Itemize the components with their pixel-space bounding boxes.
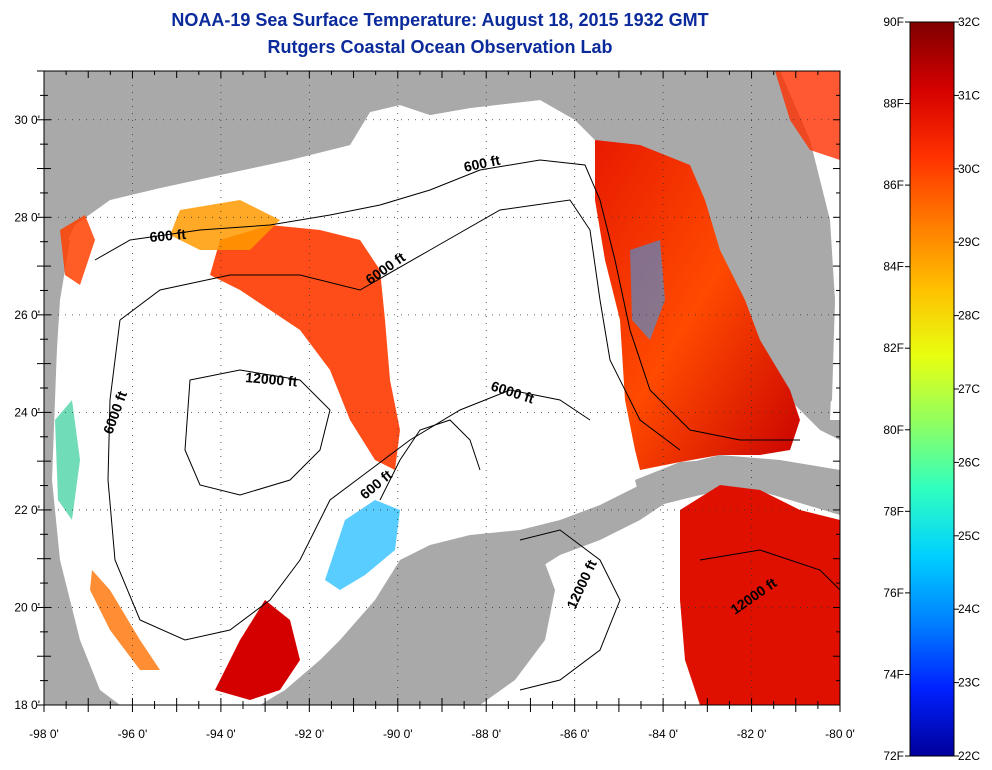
yucatan-peninsula (320, 535, 555, 705)
colorbar (909, 21, 955, 757)
sst-eastern-gulf-warm (595, 140, 800, 470)
colorbar-label-f: 80F (883, 423, 904, 437)
x-tick-label: -82 0' (737, 727, 767, 741)
sst-atlantic-edge (775, 71, 840, 160)
colorbar-label-c: 23C (958, 676, 980, 690)
chart-subtitle: Rutgers Coastal Ocean Observation Lab (267, 37, 613, 57)
sst-west-coast-cool (55, 400, 80, 520)
contour-12000ft-south (519, 529, 621, 691)
y-tick-label: 26 0' (14, 308, 40, 322)
contour-label-12000ft-central: 12000 ft (245, 369, 299, 390)
colorbar-label-f: 72F (883, 749, 904, 763)
sst-central-gulf-warm (210, 225, 400, 470)
contour-600ft (94, 159, 800, 441)
colorbar-label-f: 88F (883, 97, 904, 111)
colorbar-label-c: 28C (958, 309, 980, 323)
y-tick-label: 28 0' (14, 210, 40, 224)
contour-6000ft (119, 199, 681, 451)
sst-southwest-coast-mixed (90, 570, 160, 670)
x-tick-label: -86 0' (560, 727, 590, 741)
colorbar-label-f: 74F (883, 667, 904, 681)
colorbar-label-c: 25C (958, 529, 980, 543)
x-tick-label: -98 0' (29, 727, 59, 741)
colorbar-ticks (905, 21, 959, 757)
y-tick-label: 18 0' (14, 698, 40, 712)
x-tick-label: -96 0' (118, 727, 148, 741)
colorbar-label-c: 29C (958, 235, 980, 249)
colorbar-label-c: 27C (958, 382, 980, 396)
colorbar-label-f: 78F (883, 504, 904, 518)
bathymetry-contours (94, 159, 840, 691)
colorbar-fahrenheit-labels: 90F 88F 86F 84F 82F 80F 78F 76F 74F 72F (883, 15, 904, 763)
colorbar-label-f: 76F (883, 586, 904, 600)
contour-12000ft-caribbean (699, 549, 840, 591)
x-tick-label: -88 0' (471, 727, 501, 741)
us-gulf-coast (44, 71, 600, 250)
sst-bay-campeche-warm (215, 600, 300, 700)
x-axis-labels: -98 0' -96 0' -94 0' -92 0' -90 0' -88 0' -86 … (29, 727, 855, 741)
colorbar-celsius-labels: 32C 31C 30C 29C 28C 27C 26C 25C 24C 23C 22C (958, 15, 980, 763)
x-tick-label: -84 0' (648, 727, 678, 741)
colorbar-label-c: 24C (958, 602, 980, 616)
sst-northwest-orange (170, 200, 280, 250)
contour-6000ft-inner (107, 319, 591, 641)
graticule (44, 71, 840, 705)
x-tick-label: -94 0' (206, 727, 236, 741)
mexico-west-coast (44, 71, 80, 705)
contour-label-600ft-north: 600 ft (462, 152, 501, 175)
y-tick-label: 22 0' (14, 503, 40, 517)
colorbar-label-f: 82F (883, 341, 904, 355)
colorbar-label-f: 86F (883, 178, 904, 192)
contour-label-600ft-west: 600 ft (149, 226, 187, 245)
colorbar-label-c: 32C (958, 15, 980, 29)
y-tick-label: 20 0' (14, 600, 40, 614)
chart-title: NOAA-19 Sea Surface Temperature: August … (171, 10, 709, 30)
y-tick-label: 30 0' (14, 113, 40, 127)
y-axis-labels: 30 0' 28 0' 26 0' 24 0' 22 0' 20 0' 18 0' (14, 113, 40, 712)
sst-yucatan-cool-edge (325, 500, 400, 590)
cuba (635, 458, 840, 505)
y-tick-label: 24 0' (14, 405, 40, 419)
sst-texas-shelf-patch (60, 215, 95, 285)
colorbar-label-f: 84F (883, 260, 904, 274)
sst-caribbean-warm (680, 485, 840, 705)
colorbar-label-c: 22C (958, 749, 980, 763)
colorbar-label-c: 30C (958, 162, 980, 176)
atlantic-water (780, 71, 840, 420)
contour-600ft-south (379, 419, 481, 501)
x-tick-label: -80 0' (825, 727, 855, 741)
colorbar-label-c: 26C (958, 455, 980, 469)
contour-12000ft (184, 369, 331, 496)
map-area: 600 ft 600 ft 600 ft 6000 ft 6000 ft 600… (44, 71, 840, 705)
x-tick-label: -90 0' (383, 727, 413, 741)
x-tick-label: -92 0' (295, 727, 325, 741)
sst-florida-shelf-cool (630, 240, 665, 340)
colorbar-label-c: 31C (958, 88, 980, 102)
colorbar-label-f: 90F (883, 15, 904, 29)
axis-ticks (37, 70, 841, 712)
